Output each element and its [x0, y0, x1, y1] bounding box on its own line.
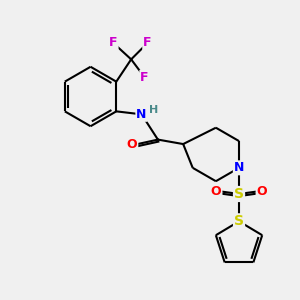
- Text: O: O: [256, 184, 267, 197]
- Text: F: F: [143, 37, 152, 50]
- Text: H: H: [149, 105, 159, 115]
- Text: S: S: [234, 187, 244, 201]
- Text: N: N: [136, 108, 147, 121]
- Text: F: F: [109, 37, 118, 50]
- Text: O: O: [211, 184, 221, 197]
- Text: F: F: [140, 71, 149, 84]
- Text: S: S: [234, 214, 244, 228]
- Text: O: O: [127, 138, 137, 152]
- Text: N: N: [234, 161, 244, 174]
